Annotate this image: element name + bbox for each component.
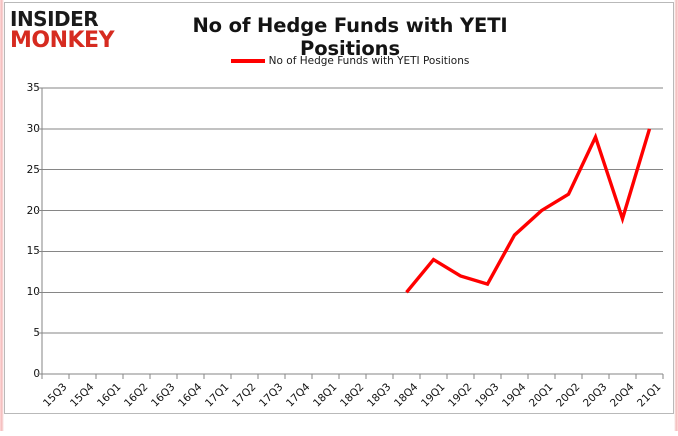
y-axis-tick-labels: 0 5 10 15 20 25 30 35: [14, 0, 40, 431]
y-axis-tick-label: 10: [26, 286, 40, 299]
legend-label: No of Hedge Funds with YETI Positions: [268, 55, 470, 67]
y-axis-tick-label: 0: [33, 368, 40, 380]
y-axis-tick-label: 15: [26, 245, 40, 258]
left-edge-accent: [0, 0, 4, 431]
legend-color-swatch: [230, 59, 265, 63]
insider-monkey-logo: INSIDER MONKEY: [10, 9, 132, 52]
y-axis-tick-label: 25: [26, 163, 40, 176]
logo-text-monkey: MONKEY: [10, 28, 115, 53]
right-edge-accent: [674, 0, 678, 431]
y-axis-tick-label: 5: [33, 327, 40, 340]
page-title: No of Hedge Funds with YETI Positions: [192, 14, 508, 60]
y-axis-tick-label: 20: [26, 204, 40, 217]
chart-legend: No of Hedge Funds with YETI Positions: [140, 55, 560, 67]
y-axis-tick-label: 30: [26, 122, 40, 135]
logo-text-insider: INSIDER: [10, 7, 99, 31]
y-axis-tick-label: 35: [26, 82, 40, 94]
